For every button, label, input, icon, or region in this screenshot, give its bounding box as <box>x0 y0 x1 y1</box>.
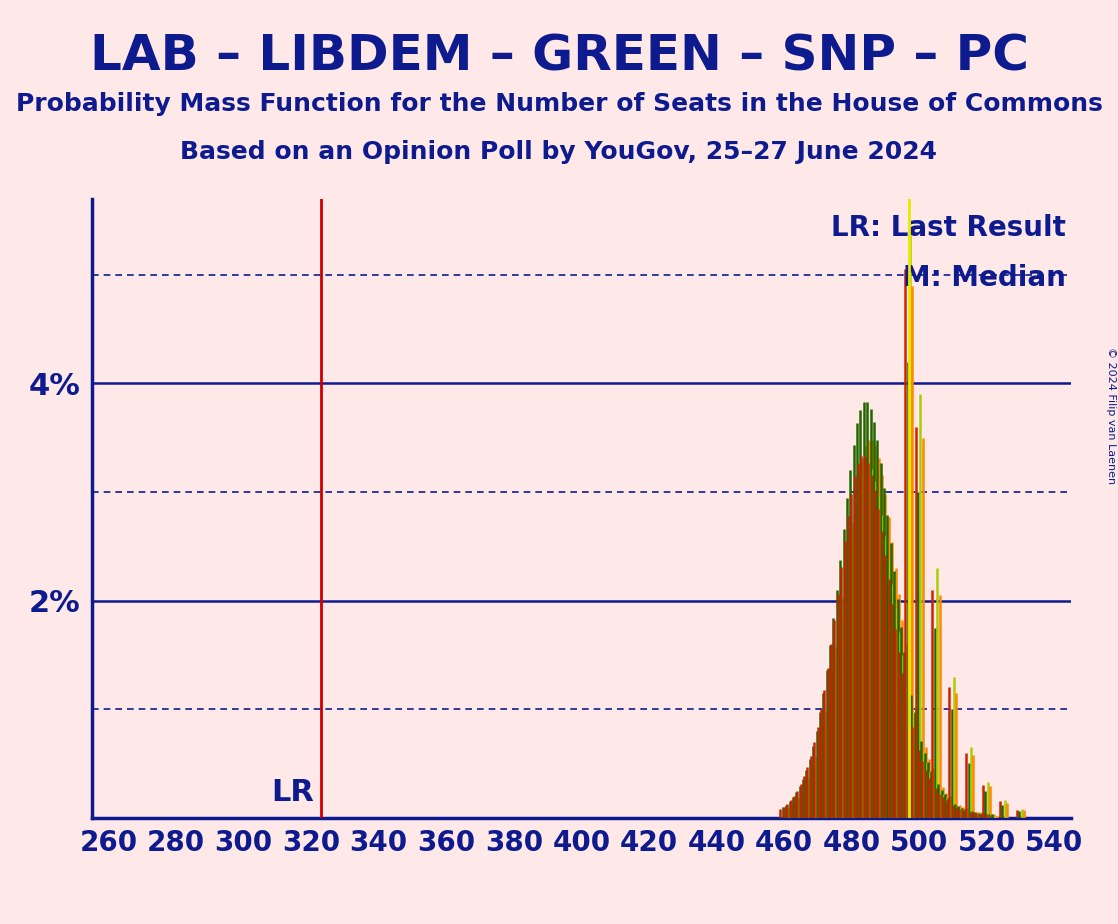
Text: M: Median: M: Median <box>903 263 1067 292</box>
Text: Based on an Opinion Poll by YouGov, 25–27 June 2024: Based on an Opinion Poll by YouGov, 25–2… <box>180 140 938 164</box>
Text: LR: LR <box>272 778 314 807</box>
Text: Probability Mass Function for the Number of Seats in the House of Commons: Probability Mass Function for the Number… <box>16 92 1102 116</box>
Text: LR: Last Result: LR: Last Result <box>832 214 1067 242</box>
Text: LAB – LIBDEM – GREEN – SNP – PC: LAB – LIBDEM – GREEN – SNP – PC <box>89 32 1029 80</box>
Text: © 2024 Filip van Laenen: © 2024 Filip van Laenen <box>1107 347 1116 484</box>
